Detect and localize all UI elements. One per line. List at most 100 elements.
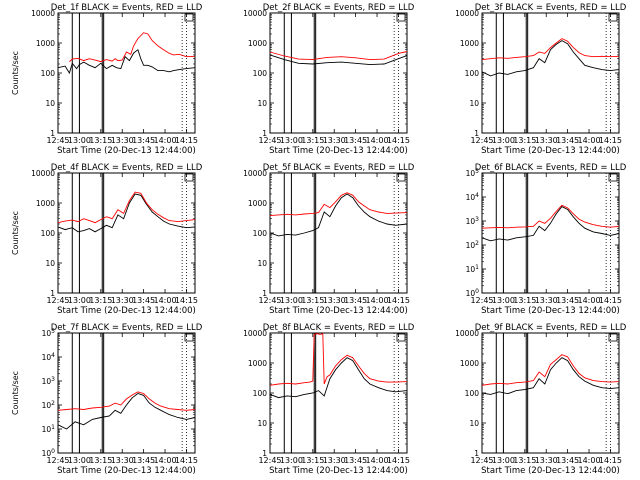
y-tick-label: 100 [465,69,480,78]
x-tick-label: 13:30 [323,136,346,145]
y-tick-label: 10 [45,99,55,108]
chart-title: Det_4f BLACK = Events, RED = LLD [51,163,203,173]
plot-frame [57,332,196,454]
x-tick-label: 13:30 [535,136,558,145]
y-tick-label: 100 [253,229,268,238]
y-tick-label: 101 [42,424,56,434]
y-tick-label: 10000 [243,169,267,178]
y-tick-label: 1 [474,129,479,138]
y-tick-label: 10 [469,99,479,108]
x-tick-label: 13:00 [492,456,515,465]
x-tick-label: 12:45 [470,136,493,145]
x-tick-label: 13:15 [513,456,536,465]
detector-panel: Det_6f BLACK = Events, RED = LLD12:4513:… [466,163,627,316]
legend-box [184,333,194,342]
x-tick-label: 14:00 [154,136,177,145]
x-axis-label: Start Time (20-Dec-13 12:44:00) [481,306,620,316]
y-tick-label: 100 [253,389,268,398]
y-tick-label: 10000 [455,9,479,18]
x-tick-label: 13:00 [492,296,515,305]
plot-frame [481,172,620,294]
detector-panel: Det_9f BLACK = Events, RED = LLD12:4513:… [455,323,627,476]
x-tick-label: 14:00 [578,136,601,145]
y-tick-label: 100 [42,448,56,458]
y-tick-label: 10000 [243,9,267,18]
y-tick-label: 100 [466,288,480,298]
detector-panel: Det_7f BLACK = Events, RED = LLD 12:45 13:… [11,323,203,476]
x-tick-label: 13:00 [280,296,303,305]
x-tick-label: 13:30 [323,296,346,305]
lld-series-line [269,333,408,386]
y-tick-label: 1000 [36,199,55,208]
y-tick-label: 100 [41,69,56,78]
x-tick-label: 13:15 [301,456,324,465]
x-tick-label: 13:15 [89,296,112,305]
y-tick-label: 102 [42,400,56,410]
x-axis-label: Start Time (20-Dec-13 12:44:00) [57,306,196,316]
lld-series-line [57,191,196,224]
x-tick-label: 13:30 [323,456,346,465]
events-series-line [269,193,408,237]
x-tick-label: 12:45 [46,296,69,305]
lld-series-line [269,51,408,61]
lld-series-line [481,354,620,386]
y-tick-label: 101 [466,264,480,274]
x-tick-label: 14:00 [578,296,601,305]
y-tick-label: 100 [465,389,480,398]
x-tick-label: 13:15 [89,456,112,465]
x-tick-label: 13:45 [556,456,579,465]
y-tick-label: 1 [262,289,267,298]
legend-box [608,173,618,182]
y-tick-label: 1000 [460,359,479,368]
y-tick-label: 1 [262,129,267,138]
x-axis-label: Start Time (20-Dec-13 12:44:00) [57,466,196,476]
y-axis-label: Counts/sec [11,211,20,255]
detector-panel: Det_8f BLACK = Events, RED = LLD12:4513:… [243,323,415,476]
x-tick-label: 12:45 [46,456,69,465]
y-tick-label: 1000 [248,359,267,368]
y-tick-label: 104 [42,352,56,362]
chart-title: Det_7f BLACK = Events, RED = LLD [51,323,203,333]
y-tick-label: 1000 [248,199,267,208]
x-axis-label: Start Time (20-Dec-13 12:44:00) [269,466,408,476]
plot-frame [269,172,408,294]
y-tick-label: 10 [257,99,267,108]
y-tick-label: 1000 [248,39,267,48]
chart-title: Det_3f BLACK = Events, RED = LLD [475,3,627,13]
x-tick-label: 13:15 [89,136,112,145]
x-tick-label: 14:00 [366,456,389,465]
x-tick-label: 13:00 [280,136,303,145]
x-tick-label: 14:15 [387,136,410,145]
x-tick-label: 14:00 [366,296,389,305]
y-tick-label: 1 [50,129,55,138]
x-tick-label: 13:45 [132,136,155,145]
x-tick-label: 14:00 [578,456,601,465]
y-tick-label: 1 [474,449,479,458]
x-tick-label: 12:45 [46,136,69,145]
x-tick-label: 14:15 [599,296,622,305]
x-tick-label: 14:15 [599,136,622,145]
y-axis-label: Counts/sec [11,371,20,415]
x-tick-label: 13:15 [513,296,536,305]
y-tick-label: 10000 [31,9,55,18]
x-tick-label: 13:30 [535,456,558,465]
plot-frame [57,172,196,294]
x-tick-label: 12:45 [258,296,281,305]
events-series-line [57,193,196,233]
events-series-line [481,206,620,242]
x-tick-label: 12:45 [470,456,493,465]
x-tick-label: 13:45 [344,296,367,305]
chart-title: Det_1f BLACK = Events, RED = LLD [51,3,203,13]
x-tick-label: 13:15 [301,136,324,145]
events-series-line [57,48,196,75]
x-tick-label: 14:00 [154,456,177,465]
chart-title: Det_9f BLACK = Events, RED = LLD [475,323,627,333]
y-tick-label: 1 [50,289,55,298]
y-tick-label: 100 [253,69,268,78]
y-tick-label: 104 [466,192,480,202]
x-tick-label: 12:45 [470,296,493,305]
y-tick-label: 102 [466,240,480,250]
y-tick-label: 1000 [460,39,479,48]
events-series-line [57,392,196,430]
y-tick-label: 100 [41,229,56,238]
